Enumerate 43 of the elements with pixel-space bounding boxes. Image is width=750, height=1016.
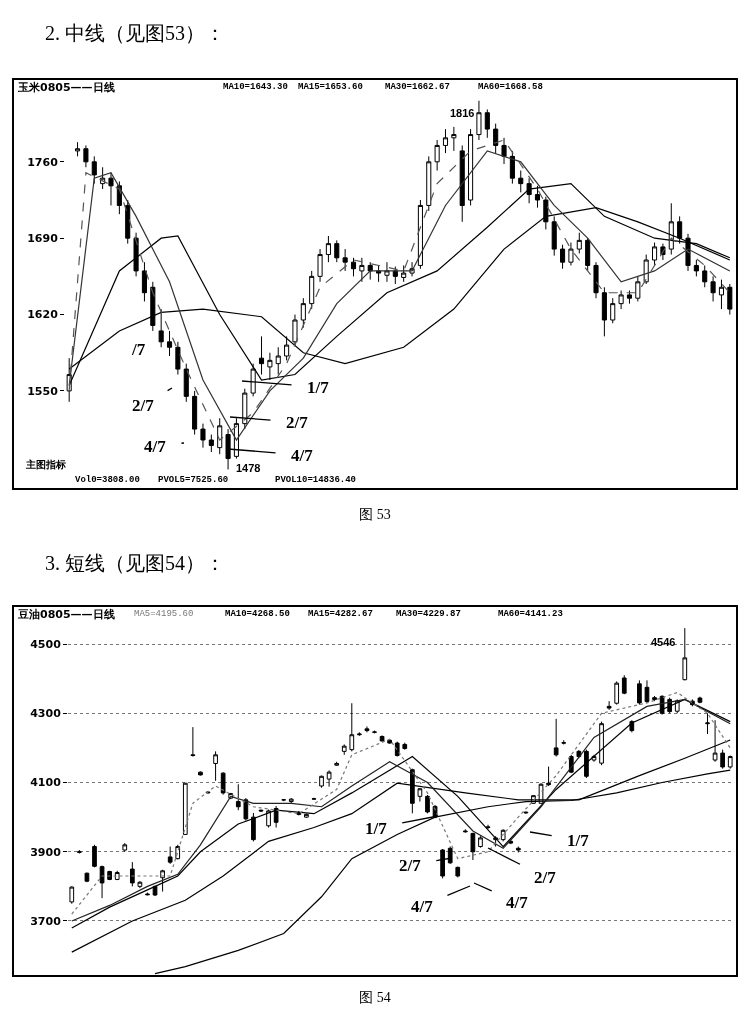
annotation: MA30=4229.87	[396, 609, 461, 619]
chart-subtitle: 玉米0805——日线	[17, 81, 115, 94]
chart-title: 2. 中线（见图53）：	[45, 21, 225, 46]
annotation: 主图指标	[25, 459, 66, 470]
annotation: Vol0=3808.00	[75, 475, 140, 485]
annotation: MA10=4268.50	[225, 609, 290, 619]
annotation: 4546	[651, 636, 676, 648]
caption: 图 53	[359, 506, 391, 524]
annotation: 2/7	[399, 856, 422, 875]
y-tick-label: 4100	[30, 776, 62, 790]
y-tick-label: 4500	[30, 637, 62, 651]
annotation: PVOL5=7525.60	[158, 475, 229, 485]
annotation: 4/7	[144, 437, 167, 456]
annotation: MA10=1643.30	[223, 82, 288, 92]
annotation: /7	[131, 340, 146, 359]
annotation: MA30=1662.67	[385, 82, 450, 92]
annotation: 1/7	[567, 831, 590, 850]
annotation: 1/7	[365, 819, 388, 838]
annotation: PVOL10=14836.40	[275, 475, 357, 485]
y-tick-label: 3900	[30, 845, 62, 859]
chart-title: 3. 短线（见图54）：	[45, 551, 225, 576]
annotation: MA5=4195.60	[134, 609, 194, 619]
y-tick-label: 1690	[27, 232, 59, 246]
annotation: MA60=4141.23	[498, 609, 563, 619]
annotation: 2/7	[534, 868, 557, 887]
annotation: 4/7	[506, 893, 529, 912]
annotation: MA15=4282.67	[308, 609, 373, 619]
y-tick-label: 1760	[27, 155, 59, 169]
annotation: 1478	[236, 462, 261, 474]
annotation: 2/7	[286, 413, 309, 432]
y-tick-label: 1620	[27, 308, 59, 322]
annotation: MA15=1653.60	[298, 82, 363, 92]
caption: 图 54	[359, 989, 391, 1007]
annotation: 4/7	[291, 446, 314, 465]
y-tick-label: 1550	[27, 384, 59, 398]
annotation: MA60=1668.58	[478, 82, 543, 92]
annotation: 1816	[450, 107, 475, 119]
chart-subtitle: 豆油0805——日线	[17, 608, 115, 621]
y-tick-label: 4300	[30, 707, 62, 721]
annotation: 4/7	[411, 897, 434, 916]
annotation: 2/7	[132, 396, 155, 415]
y-tick-label: 3700	[30, 914, 62, 928]
annotation: 1/7	[307, 378, 330, 397]
